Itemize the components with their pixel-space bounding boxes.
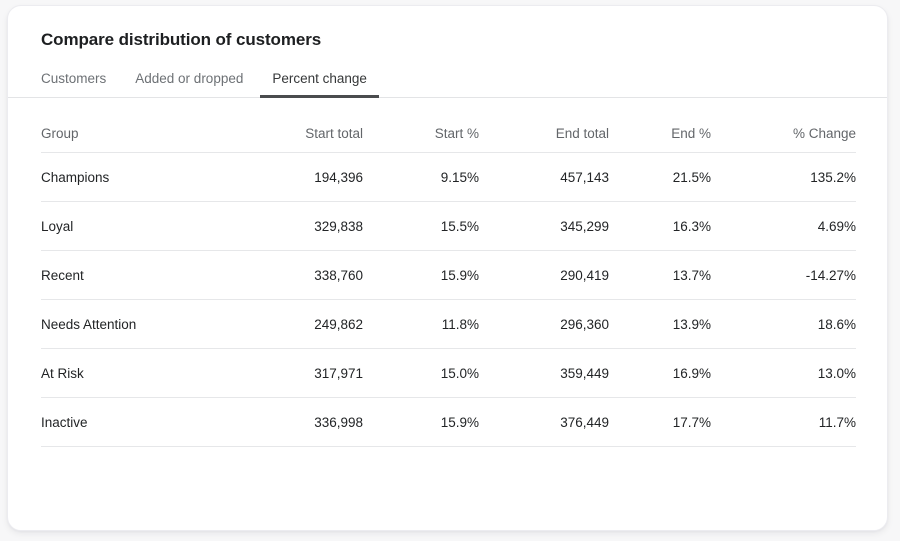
column-header-group: Group bbox=[41, 98, 241, 153]
cell-start-pct: 9.15% bbox=[363, 152, 479, 202]
tab-bar: Customers Added or dropped Percent chang… bbox=[8, 62, 887, 98]
cell-end-pct: 13.7% bbox=[609, 250, 711, 300]
cell-pct-change: 13.0% bbox=[711, 348, 856, 398]
cell-end-total: 359,449 bbox=[479, 348, 609, 398]
table-row: Inactive 336,998 15.9% 376,449 17.7% 11.… bbox=[41, 397, 856, 447]
cell-start-pct: 15.5% bbox=[363, 201, 479, 251]
column-header-start-pct: Start % bbox=[363, 98, 479, 153]
cell-end-total: 376,449 bbox=[479, 397, 609, 447]
column-header-start-total: Start total bbox=[241, 98, 363, 153]
cell-start-total: 317,971 bbox=[241, 348, 363, 398]
table-row: Needs Attention 249,862 11.8% 296,360 13… bbox=[41, 299, 856, 349]
cell-group: Champions bbox=[41, 152, 241, 202]
comparison-table: Group Start total Start % End total End … bbox=[41, 98, 856, 447]
cell-pct-change: 4.69% bbox=[711, 201, 856, 251]
table-row: At Risk 317,971 15.0% 359,449 16.9% 13.0… bbox=[41, 348, 856, 398]
cell-group: Loyal bbox=[41, 201, 241, 251]
column-header-end-pct: End % bbox=[609, 98, 711, 153]
cell-start-total: 249,862 bbox=[241, 299, 363, 349]
cell-start-pct: 11.8% bbox=[363, 299, 479, 349]
page-title: Compare distribution of customers bbox=[41, 30, 322, 49]
table-row: Champions 194,396 9.15% 457,143 21.5% 13… bbox=[41, 152, 856, 202]
column-header-end-total: End total bbox=[479, 98, 609, 153]
cell-group: At Risk bbox=[41, 348, 241, 398]
cell-start-total: 329,838 bbox=[241, 201, 363, 251]
cell-end-pct: 16.9% bbox=[609, 348, 711, 398]
cell-start-total: 194,396 bbox=[241, 152, 363, 202]
table-row: Loyal 329,838 15.5% 345,299 16.3% 4.69% bbox=[41, 201, 856, 251]
compare-distribution-card: Compare distribution of customers Custom… bbox=[7, 5, 888, 531]
cell-group: Recent bbox=[41, 250, 241, 300]
tab-customers[interactable]: Customers bbox=[41, 71, 107, 86]
cell-start-pct: 15.9% bbox=[363, 250, 479, 300]
cell-start-pct: 15.0% bbox=[363, 348, 479, 398]
tab-added-or-dropped[interactable]: Added or dropped bbox=[135, 71, 244, 86]
cell-end-total: 296,360 bbox=[479, 299, 609, 349]
cell-end-pct: 21.5% bbox=[609, 152, 711, 202]
cell-end-pct: 16.3% bbox=[609, 201, 711, 251]
column-header-pct-change: % Change bbox=[711, 98, 856, 153]
cell-end-total: 290,419 bbox=[479, 250, 609, 300]
cell-start-pct: 15.9% bbox=[363, 397, 479, 447]
cell-start-total: 338,760 bbox=[241, 250, 363, 300]
cell-pct-change: 135.2% bbox=[711, 152, 856, 202]
cell-pct-change: 11.7% bbox=[711, 397, 856, 447]
cell-group: Inactive bbox=[41, 397, 241, 447]
cell-end-total: 457,143 bbox=[479, 152, 609, 202]
cell-end-total: 345,299 bbox=[479, 201, 609, 251]
cell-end-pct: 13.9% bbox=[609, 299, 711, 349]
cell-group: Needs Attention bbox=[41, 299, 241, 349]
cell-end-pct: 17.7% bbox=[609, 397, 711, 447]
cell-pct-change: -14.27% bbox=[711, 250, 856, 300]
table-header-row: Group Start total Start % End total End … bbox=[41, 98, 856, 153]
table-row: Recent 338,760 15.9% 290,419 13.7% -14.2… bbox=[41, 250, 856, 300]
cell-pct-change: 18.6% bbox=[711, 299, 856, 349]
cell-start-total: 336,998 bbox=[241, 397, 363, 447]
tab-percent-change[interactable]: Percent change bbox=[260, 62, 379, 98]
